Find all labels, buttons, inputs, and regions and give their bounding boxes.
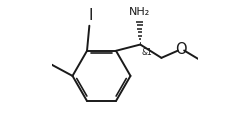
Text: &1: &1 <box>141 48 152 57</box>
Text: O: O <box>175 42 187 57</box>
Text: NH₂: NH₂ <box>129 7 150 17</box>
Text: I: I <box>89 8 93 23</box>
